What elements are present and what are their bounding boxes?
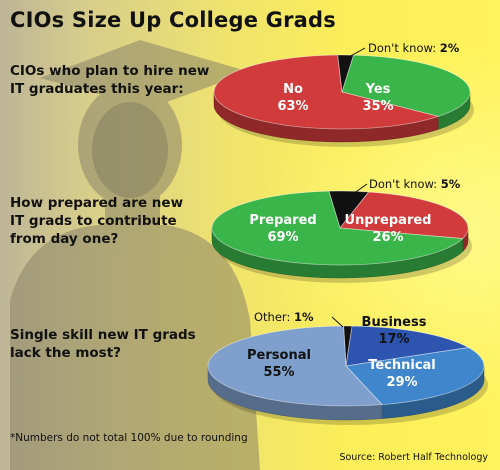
pie-3-slice-business <box>345 325 470 367</box>
chart-3-question-line-1: Single skill new IT grads <box>10 327 196 343</box>
pie-3-value-personal: 55% <box>263 365 294 380</box>
pie-3-slice-personal <box>207 325 383 407</box>
pie-1-slice-yes <box>341 54 471 117</box>
source-credit: Source: Robert Half Technology <box>339 452 488 463</box>
pie-1-callout-line <box>346 47 366 59</box>
pie-3-callout-label: Other: 1% <box>254 310 314 324</box>
pie-3-value-business: 17% <box>378 332 409 347</box>
chart-2-question-line-2: IT grads to contribute <box>10 213 177 229</box>
chart-2-question-line-1: How prepared are new <box>10 195 184 211</box>
pie-2-value-prepared: 69% <box>267 230 298 245</box>
chart-3-question-line-2: lack the most? <box>10 345 121 361</box>
pie-2-label-unprepared: Unprepared <box>345 213 432 228</box>
pie-3-callout-line <box>331 316 344 328</box>
footnote: *Numbers do not total 100% due to roundi… <box>10 432 248 444</box>
pie-1-label-no: No <box>283 82 303 97</box>
pie-1-label-yes: Yes <box>365 82 391 97</box>
chart-2-question: How prepared are new IT grads to contrib… <box>10 194 215 248</box>
pie-1-value-no: 63% <box>277 99 308 114</box>
chart-1-question-line-1: CIOs who plan to hire new <box>10 63 210 79</box>
pie-2-slice-prepared <box>211 190 464 266</box>
chart-3-question: Single skill new IT grads lack the most? <box>10 326 215 362</box>
pie-3-value-technical: 29% <box>386 375 417 390</box>
pie-2-slice-unprepared <box>339 191 469 239</box>
pie-3-slice-technical <box>345 347 485 406</box>
pie-2-label-prepared: Prepared <box>249 213 316 228</box>
pie-2-callout-line <box>352 183 368 195</box>
pie-1-callout-label: Don't know: 2% <box>368 41 460 55</box>
pie-3-label-personal: Personal <box>247 348 311 363</box>
pie-3-label-business: Business <box>362 315 427 330</box>
pie-2-value-unprepared: 26% <box>372 230 403 245</box>
pie-1-slice-no <box>213 54 440 130</box>
chart-2-question-line-3: from day one? <box>10 231 119 247</box>
pie-3-label-technical: Technical <box>368 358 436 373</box>
pie-2-callout-label: Don't know: 5% <box>369 177 461 191</box>
page-title: CIOs Size Up College Grads <box>10 8 336 32</box>
pie-1-value-yes: 35% <box>362 99 393 114</box>
chart-1-question-line-2: IT graduates this year: <box>10 81 184 97</box>
chart-1-question: CIOs who plan to hire new IT graduates t… <box>10 62 215 98</box>
